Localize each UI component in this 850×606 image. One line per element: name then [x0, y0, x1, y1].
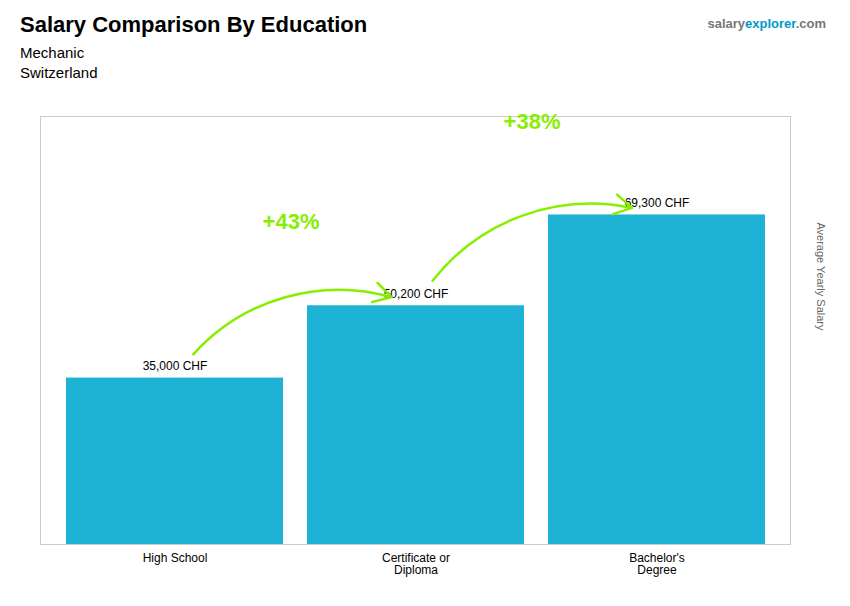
- svg-text:Average Yearly Salary: Average Yearly Salary: [815, 222, 827, 331]
- svg-text:High School: High School: [143, 551, 208, 565]
- html-text:salary explorer.com: salary explorer.com: [707, 16, 826, 31]
- svg-text:Bachelor'sDegree: Bachelor'sDegree: [629, 551, 685, 577]
- svg-text:+43%: +43%: [263, 209, 320, 234]
- svg-text:35,000 CHF: 35,000 CHF: [143, 359, 208, 373]
- html-text:Salary Comparison By Education: Salary Comparison By Education: [20, 12, 368, 37]
- html-text:Switzerland: Switzerland: [20, 64, 98, 81]
- svg-text:69,300 CHF: 69,300 CHF: [625, 196, 690, 210]
- svg-text:+38%: +38%: [504, 109, 561, 134]
- svg-text:50,200 CHF: 50,200 CHF: [384, 287, 449, 301]
- svg-text:Certificate orDiploma: Certificate orDiploma: [382, 551, 450, 577]
- html-text:Mechanic: Mechanic: [20, 44, 85, 61]
